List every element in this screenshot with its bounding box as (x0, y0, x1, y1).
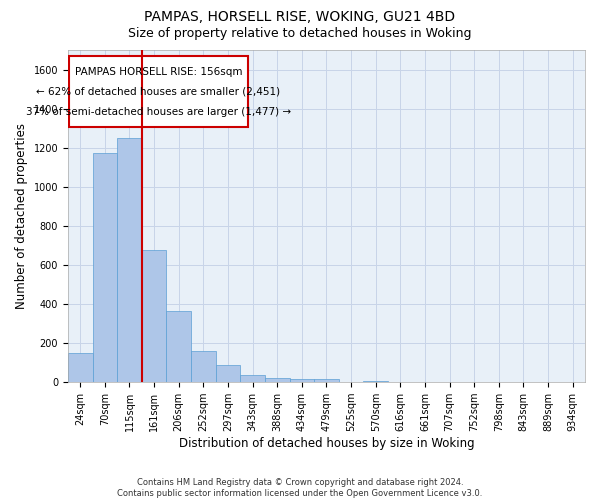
Bar (191, 351, 215, 382)
Text: 37% of semi-detached houses are larger (1,477) →: 37% of semi-detached houses are larger (… (26, 106, 291, 117)
Bar (265, 378, 290, 382)
Text: PAMPAS HORSELL RISE: 156sqm: PAMPAS HORSELL RISE: 156sqm (74, 66, 242, 76)
Bar (117, 138, 142, 382)
Bar (364, 381, 388, 382)
Bar (290, 380, 314, 382)
Bar (142, 250, 166, 382)
Bar (92, 152, 117, 382)
Bar (166, 311, 191, 382)
Text: Contains HM Land Registry data © Crown copyright and database right 2024.
Contai: Contains HM Land Registry data © Crown c… (118, 478, 482, 498)
Bar (314, 380, 339, 382)
Bar (215, 364, 240, 382)
X-axis label: Distribution of detached houses by size in Woking: Distribution of detached houses by size … (179, 437, 474, 450)
Bar (68, 353, 92, 382)
Y-axis label: Number of detached properties: Number of detached properties (15, 123, 28, 309)
FancyBboxPatch shape (69, 56, 248, 127)
Text: Size of property relative to detached houses in Woking: Size of property relative to detached ho… (128, 28, 472, 40)
Text: PAMPAS, HORSELL RISE, WOKING, GU21 4BD: PAMPAS, HORSELL RISE, WOKING, GU21 4BD (145, 10, 455, 24)
Text: ← 62% of detached houses are smaller (2,451): ← 62% of detached houses are smaller (2,… (37, 86, 280, 97)
Bar (240, 376, 265, 382)
